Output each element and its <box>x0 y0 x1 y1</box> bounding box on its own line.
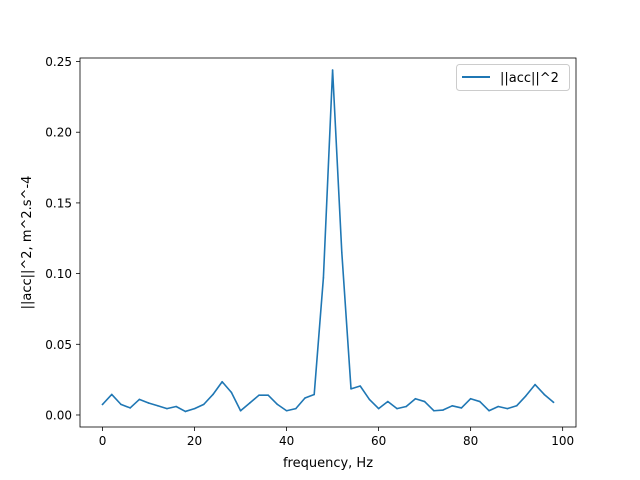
y-tick-label: 0.05 <box>45 338 72 352</box>
series-point-acc <box>175 405 177 408</box>
series-point-acc <box>515 404 518 407</box>
series-point-acc <box>460 407 463 409</box>
x-tick-label: 0 <box>99 434 107 448</box>
series-point-acc <box>368 398 371 401</box>
x-tick-label: 60 <box>371 434 386 448</box>
series-point-acc <box>129 407 131 409</box>
x-axis-label: frequency, Hz <box>283 456 373 471</box>
series-point-acc <box>304 397 306 399</box>
series-point-acc <box>322 277 325 279</box>
series-point-acc <box>193 407 196 410</box>
legend-box <box>456 64 570 91</box>
series-point-acc <box>387 400 389 403</box>
series-point-acc <box>451 404 454 407</box>
y-tick-label: 0.25 <box>45 55 72 69</box>
series-layer <box>101 69 555 413</box>
series-point-acc <box>138 398 141 401</box>
x-tick-label: 20 <box>187 434 202 448</box>
y-tick-label: 0.00 <box>45 408 72 422</box>
series-point-acc <box>313 393 316 396</box>
series-point-acc <box>377 407 380 410</box>
series-point-acc <box>331 69 334 71</box>
series-point-acc <box>423 400 426 403</box>
series-point-acc <box>166 407 168 410</box>
series-point-acc <box>267 394 269 396</box>
series-point-acc <box>248 402 251 404</box>
series-point-acc <box>534 383 536 386</box>
series-point-acc <box>147 402 150 404</box>
series-point-acc <box>101 403 104 406</box>
series-point-acc <box>359 385 362 387</box>
y-tick-label: 0.20 <box>45 126 72 140</box>
series-point-acc <box>433 409 435 412</box>
series-point-acc <box>341 251 343 254</box>
series-point-acc <box>212 393 214 396</box>
series-point-acc <box>552 401 555 404</box>
series-point-acc <box>276 403 279 406</box>
series-point-acc <box>497 405 500 408</box>
series-point-acc <box>525 395 527 397</box>
series-point-acc <box>221 380 223 383</box>
series-point-acc <box>294 407 297 410</box>
series-point-acc <box>230 391 233 394</box>
series-point-acc <box>479 400 481 403</box>
series-point-acc <box>258 394 260 396</box>
y-tick-label: 0.15 <box>45 196 72 210</box>
series-line-acc <box>101 69 555 413</box>
series-point-acc <box>405 405 408 408</box>
series-point-acc <box>239 409 242 412</box>
legend: ||acc||^2 <box>456 64 570 91</box>
plot-area-frame <box>79 57 577 428</box>
series-point-acc <box>414 397 417 400</box>
series-point-acc <box>110 393 113 396</box>
series-point-acc <box>184 410 187 413</box>
series-point-acc <box>469 397 472 400</box>
series-point-acc <box>488 409 490 412</box>
legend-label-acc: ||acc||^2 <box>500 71 559 86</box>
series-point-acc <box>120 403 122 406</box>
series-point-acc <box>202 403 205 406</box>
series-point-acc <box>396 407 398 410</box>
y-axis-label: ||acc||^2, m^2.s^-4 <box>20 176 35 310</box>
x-tick-label: 40 <box>279 434 294 448</box>
series-point-acc <box>156 404 159 407</box>
series-point-acc <box>285 409 288 412</box>
y-axis-ticks: 0.00 0.05 0.10 0.15 0.20 0.25 <box>45 55 80 422</box>
x-tick-label: 100 <box>551 434 574 448</box>
series-point-acc <box>506 407 509 410</box>
series-point-acc <box>350 388 352 390</box>
series-point-acc <box>442 409 444 411</box>
series-point-acc <box>543 393 546 396</box>
x-tick-label: 80 <box>463 434 478 448</box>
x-axis-ticks: 0 20 40 60 80 100 <box>99 427 574 448</box>
y-tick-label: 0.10 <box>45 267 72 281</box>
